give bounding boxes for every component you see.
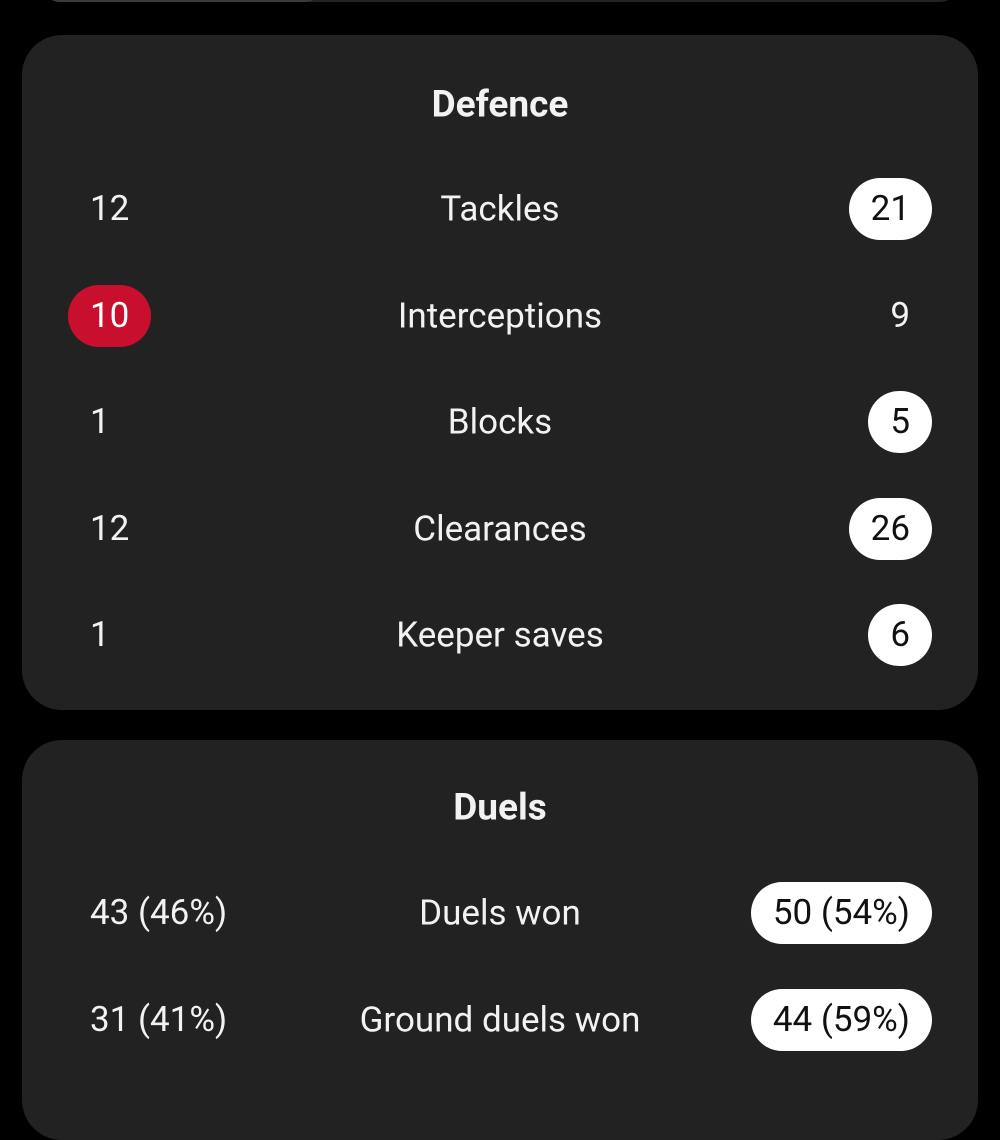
stat-label: Interceptions (397, 295, 603, 336)
stats-card: Duels 43 (46%) Duels won 50 (54%) 31 (41%) Gr… (22, 740, 978, 1140)
stat-label: Tackles (440, 188, 560, 230)
screen: Defence 12 Tackles 21 10 Interceptions 9 1 Block… (22, 0, 978, 1140)
home-value: 12 (90, 188, 130, 229)
away-value: 5 (868, 391, 932, 453)
stat-label: Blocks (447, 401, 553, 443)
card-title: Defence (431, 83, 569, 127)
home-value: 12 (90, 507, 130, 549)
away-value: 44 (59%) (750, 988, 932, 1051)
home-value: 1 (90, 614, 110, 655)
stat-label: Duels won (419, 892, 581, 934)
home-value: 31 (41%) (90, 998, 228, 1040)
home-value: 1 (90, 401, 110, 442)
away-value: 50 (54%) (750, 882, 932, 944)
away-value: 6 (868, 604, 932, 666)
stat-label: Ground duels won (359, 999, 641, 1040)
home-value: 43 (46%) (90, 892, 228, 933)
previous-card-segment (45, 0, 320, 2)
stat-label: Keeper saves (396, 614, 604, 656)
card-title: Duels (453, 786, 547, 830)
previous-card (45, 0, 955, 2)
home-value: 10 (68, 284, 152, 347)
away-value: 21 (848, 178, 932, 240)
stat-label: Clearances (413, 508, 587, 549)
away-value: 26 (848, 497, 932, 560)
stats-card: Defence 12 Tackles 21 10 Interceptions 9 1 Block… (22, 35, 978, 710)
away-value: 9 (890, 294, 910, 336)
